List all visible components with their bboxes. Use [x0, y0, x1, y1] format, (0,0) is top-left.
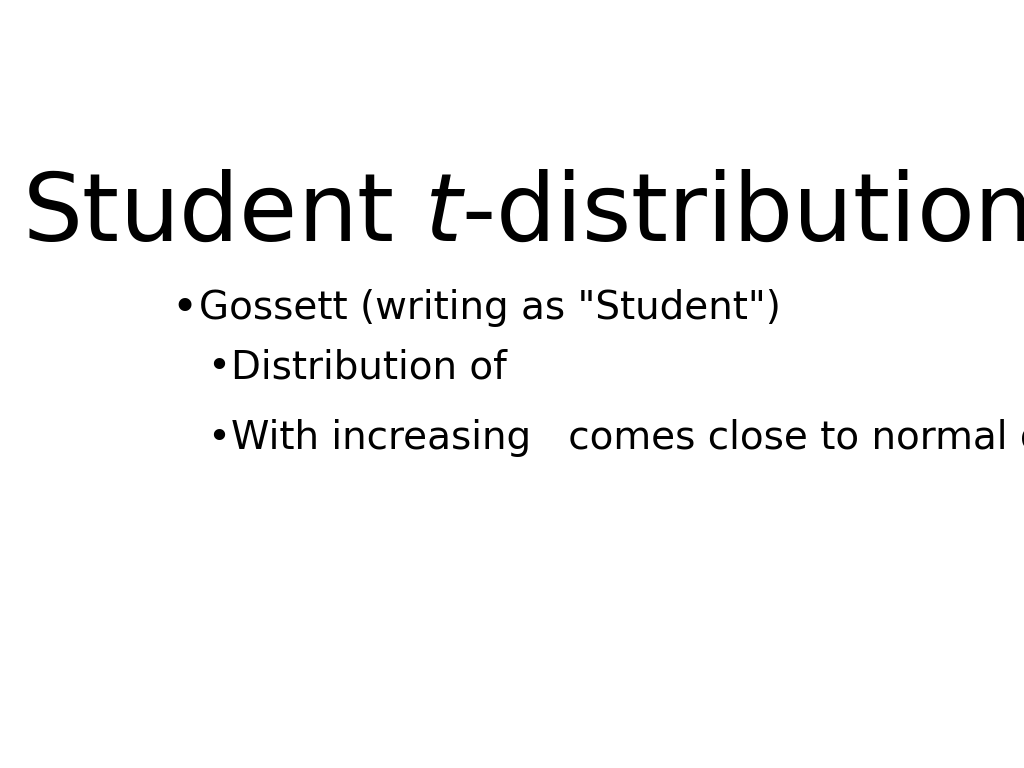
Text: Student $\mathit{t}$-distribution: Student $\mathit{t}$-distribution — [22, 169, 1024, 261]
Text: •: • — [172, 286, 198, 329]
Text: •: • — [207, 348, 230, 386]
Text: Distribution of: Distribution of — [231, 348, 507, 386]
Text: •: • — [207, 419, 230, 457]
Text: Gossett (writing as "Student"): Gossett (writing as "Student") — [200, 289, 781, 327]
Text: With increasing   comes close to normal distribution: With increasing comes close to normal di… — [231, 419, 1024, 457]
